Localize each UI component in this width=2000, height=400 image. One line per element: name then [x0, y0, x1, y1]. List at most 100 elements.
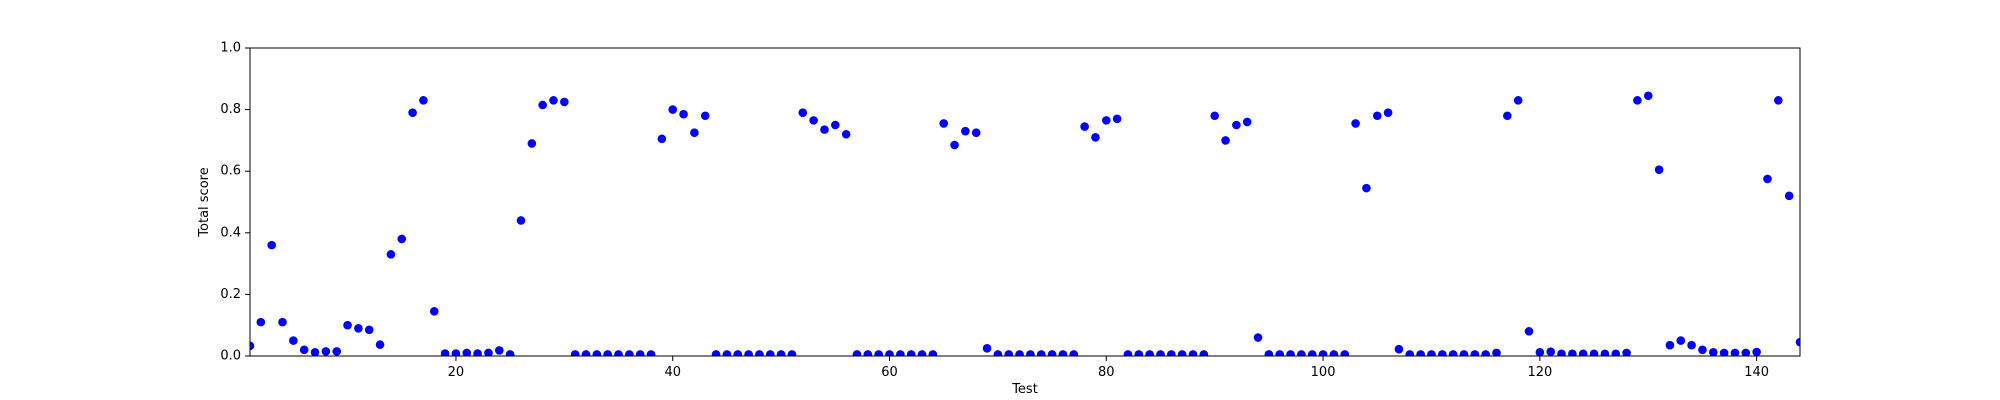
- point: [419, 96, 428, 105]
- point: [570, 350, 580, 356]
- point: [1058, 350, 1068, 356]
- point: [1687, 340, 1696, 350]
- point: [516, 216, 526, 225]
- point: [679, 109, 688, 119]
- point: [1535, 348, 1545, 356]
- point: [332, 347, 342, 356]
- point: [1015, 350, 1024, 356]
- x-axis-label: Test: [1011, 382, 1038, 397]
- point: [1513, 96, 1523, 105]
- point: [1741, 348, 1751, 356]
- point: [1503, 111, 1512, 121]
- point: [1600, 349, 1610, 356]
- point: [1286, 350, 1295, 356]
- point: [1557, 349, 1566, 356]
- point: [885, 350, 894, 356]
- point: [278, 317, 287, 327]
- axes-frame: [249, 47, 1801, 357]
- point: [1188, 350, 1198, 356]
- point: [364, 325, 374, 335]
- y-axis-label: Total score: [197, 167, 212, 237]
- point: [1340, 350, 1350, 356]
- point: [765, 350, 775, 356]
- x-tick-label: 20: [448, 365, 465, 380]
- point: [1091, 133, 1100, 142]
- point: [744, 350, 753, 356]
- point: [1080, 122, 1089, 131]
- point: [711, 350, 721, 356]
- point: [592, 350, 602, 356]
- point: [375, 340, 385, 349]
- point: [321, 347, 331, 356]
- point: [700, 111, 710, 121]
- point: [1101, 116, 1111, 125]
- point: [1784, 191, 1794, 201]
- point: [896, 350, 905, 356]
- point: [755, 350, 764, 356]
- point: [1242, 117, 1252, 127]
- point: [841, 129, 851, 139]
- point: [1589, 349, 1599, 356]
- point: [1405, 350, 1415, 356]
- y-tick-label: 1.0: [220, 41, 241, 56]
- x-tick-label: 100: [1311, 365, 1336, 380]
- point: [1221, 136, 1230, 145]
- y-tick-label: 0.4: [220, 225, 241, 240]
- point: [289, 336, 298, 345]
- point: [1524, 327, 1534, 336]
- x-tick-label: 80: [1098, 365, 1115, 380]
- point: [505, 350, 515, 356]
- point: [1134, 350, 1144, 356]
- point: [1643, 91, 1653, 101]
- point: [256, 317, 266, 327]
- point: [581, 350, 591, 356]
- point: [1492, 348, 1501, 356]
- point: [690, 128, 699, 137]
- point: [1654, 165, 1664, 174]
- point: [950, 140, 959, 150]
- point: [386, 250, 396, 259]
- point: [1351, 119, 1360, 128]
- point: [820, 125, 829, 134]
- point: [560, 97, 569, 107]
- point: [657, 134, 667, 144]
- point: [397, 234, 407, 244]
- point: [1112, 114, 1122, 124]
- point: [250, 341, 255, 351]
- point: [1730, 348, 1740, 356]
- point: [733, 350, 743, 356]
- point: [310, 348, 320, 356]
- point: [1026, 350, 1035, 356]
- point: [1438, 350, 1447, 356]
- point: [538, 100, 547, 110]
- point: [722, 350, 732, 356]
- y-tick-label: 0.2: [220, 287, 241, 302]
- point: [1427, 350, 1436, 356]
- point: [961, 126, 970, 136]
- point: [1297, 350, 1306, 356]
- y-tick-label: 0.8: [220, 102, 241, 117]
- point: [971, 128, 981, 137]
- point: [1546, 347, 1555, 356]
- point: [1481, 350, 1490, 356]
- point: [495, 346, 504, 355]
- point: [1763, 174, 1772, 184]
- point: [1329, 350, 1339, 356]
- point: [1719, 348, 1729, 356]
- point: [267, 240, 276, 250]
- plot-area: [250, 91, 1800, 356]
- point: [1264, 350, 1274, 356]
- point: [798, 108, 808, 117]
- point: [451, 349, 461, 356]
- point: [1633, 96, 1642, 105]
- point: [1318, 350, 1328, 356]
- point: [1665, 340, 1675, 350]
- point: [863, 350, 873, 356]
- point: [1036, 350, 1046, 356]
- point: [484, 348, 493, 356]
- point: [1416, 350, 1425, 356]
- point: [635, 350, 645, 356]
- point: [354, 323, 363, 333]
- point: [1047, 350, 1057, 356]
